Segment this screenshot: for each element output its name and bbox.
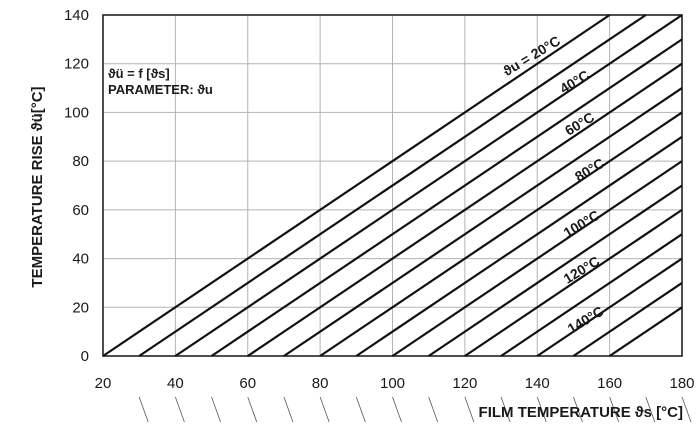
x-slant-tick [681, 396, 692, 423]
series-label-60: 60°C [562, 109, 597, 139]
y-tick-label: 100 [64, 104, 89, 121]
x-tick-label: 100 [380, 375, 405, 392]
series-line-3 [174, 14, 683, 357]
series-line-14 [572, 282, 683, 357]
y-tick-label: 0 [81, 348, 89, 365]
x-slant-tick [428, 396, 439, 423]
series-line-10 [428, 184, 683, 357]
x-slant-tick [573, 396, 583, 423]
series-line-9 [391, 160, 683, 357]
x-tick-label: 160 [597, 375, 622, 392]
x-slant-tick [283, 396, 294, 423]
x-slant-tick [536, 396, 547, 423]
series-line-15 [609, 306, 683, 357]
x-axis-title: FILM TEMPERATURE ϑs [°C] [479, 404, 683, 421]
series-lines [102, 14, 683, 357]
series-line-12 [500, 233, 683, 357]
x-slant-tick [392, 396, 402, 423]
tick-labels: 20 40 60 80 100 120 140 160 180 0 20 40 60 80 100 120 14… [64, 7, 695, 423]
x-tick-label: 80 [312, 375, 329, 392]
x-slant-tick [609, 396, 620, 423]
x-slant-tick [645, 396, 656, 423]
y-tick-label: 80 [72, 153, 89, 170]
x-slant-tick [174, 396, 185, 423]
series-line-8 [355, 135, 683, 357]
x-slant-tick [138, 396, 149, 423]
x-slant-tick [319, 396, 330, 423]
series-line-6 [283, 87, 683, 357]
x-tick-label: 120 [452, 375, 477, 392]
y-axis-title: TEMPERATURE RISE ϑü[°C] [29, 86, 46, 287]
x-tick-label: 20 [95, 375, 112, 392]
y-tick-label: 120 [64, 56, 89, 73]
annotation-line-1: ϑü = f [ϑs] [108, 66, 170, 81]
y-tick-label: 140 [64, 7, 89, 24]
x-slant-tick [247, 396, 258, 423]
x-slant-tick [464, 396, 475, 423]
series-label-100: 100°C [561, 207, 603, 241]
series-label-20: ϑu = 20°C [500, 32, 563, 79]
x-tick-label: 180 [669, 375, 694, 392]
x-tick-label: 140 [525, 375, 550, 392]
x-slant-tick [211, 396, 221, 423]
series-line-4 [210, 38, 683, 357]
series-line-1 [102, 14, 611, 357]
y-tick-label: 60 [72, 202, 89, 219]
series-label-120: 120°C [561, 253, 603, 287]
series-line-2 [138, 14, 647, 357]
x-tick-label: 40 [167, 375, 184, 392]
x-tick-label: 60 [239, 375, 256, 392]
series-line-11 [464, 208, 683, 357]
y-tick-label: 40 [72, 251, 89, 268]
x-slant-tick [500, 396, 511, 423]
series-line-13 [536, 257, 683, 357]
x-slant-tick [355, 396, 366, 423]
annotation-line-2: PARAMETER: ϑu [108, 82, 213, 97]
series-line-7 [319, 111, 683, 357]
series-line-5 [247, 62, 683, 357]
y-tick-label: 20 [72, 299, 89, 316]
